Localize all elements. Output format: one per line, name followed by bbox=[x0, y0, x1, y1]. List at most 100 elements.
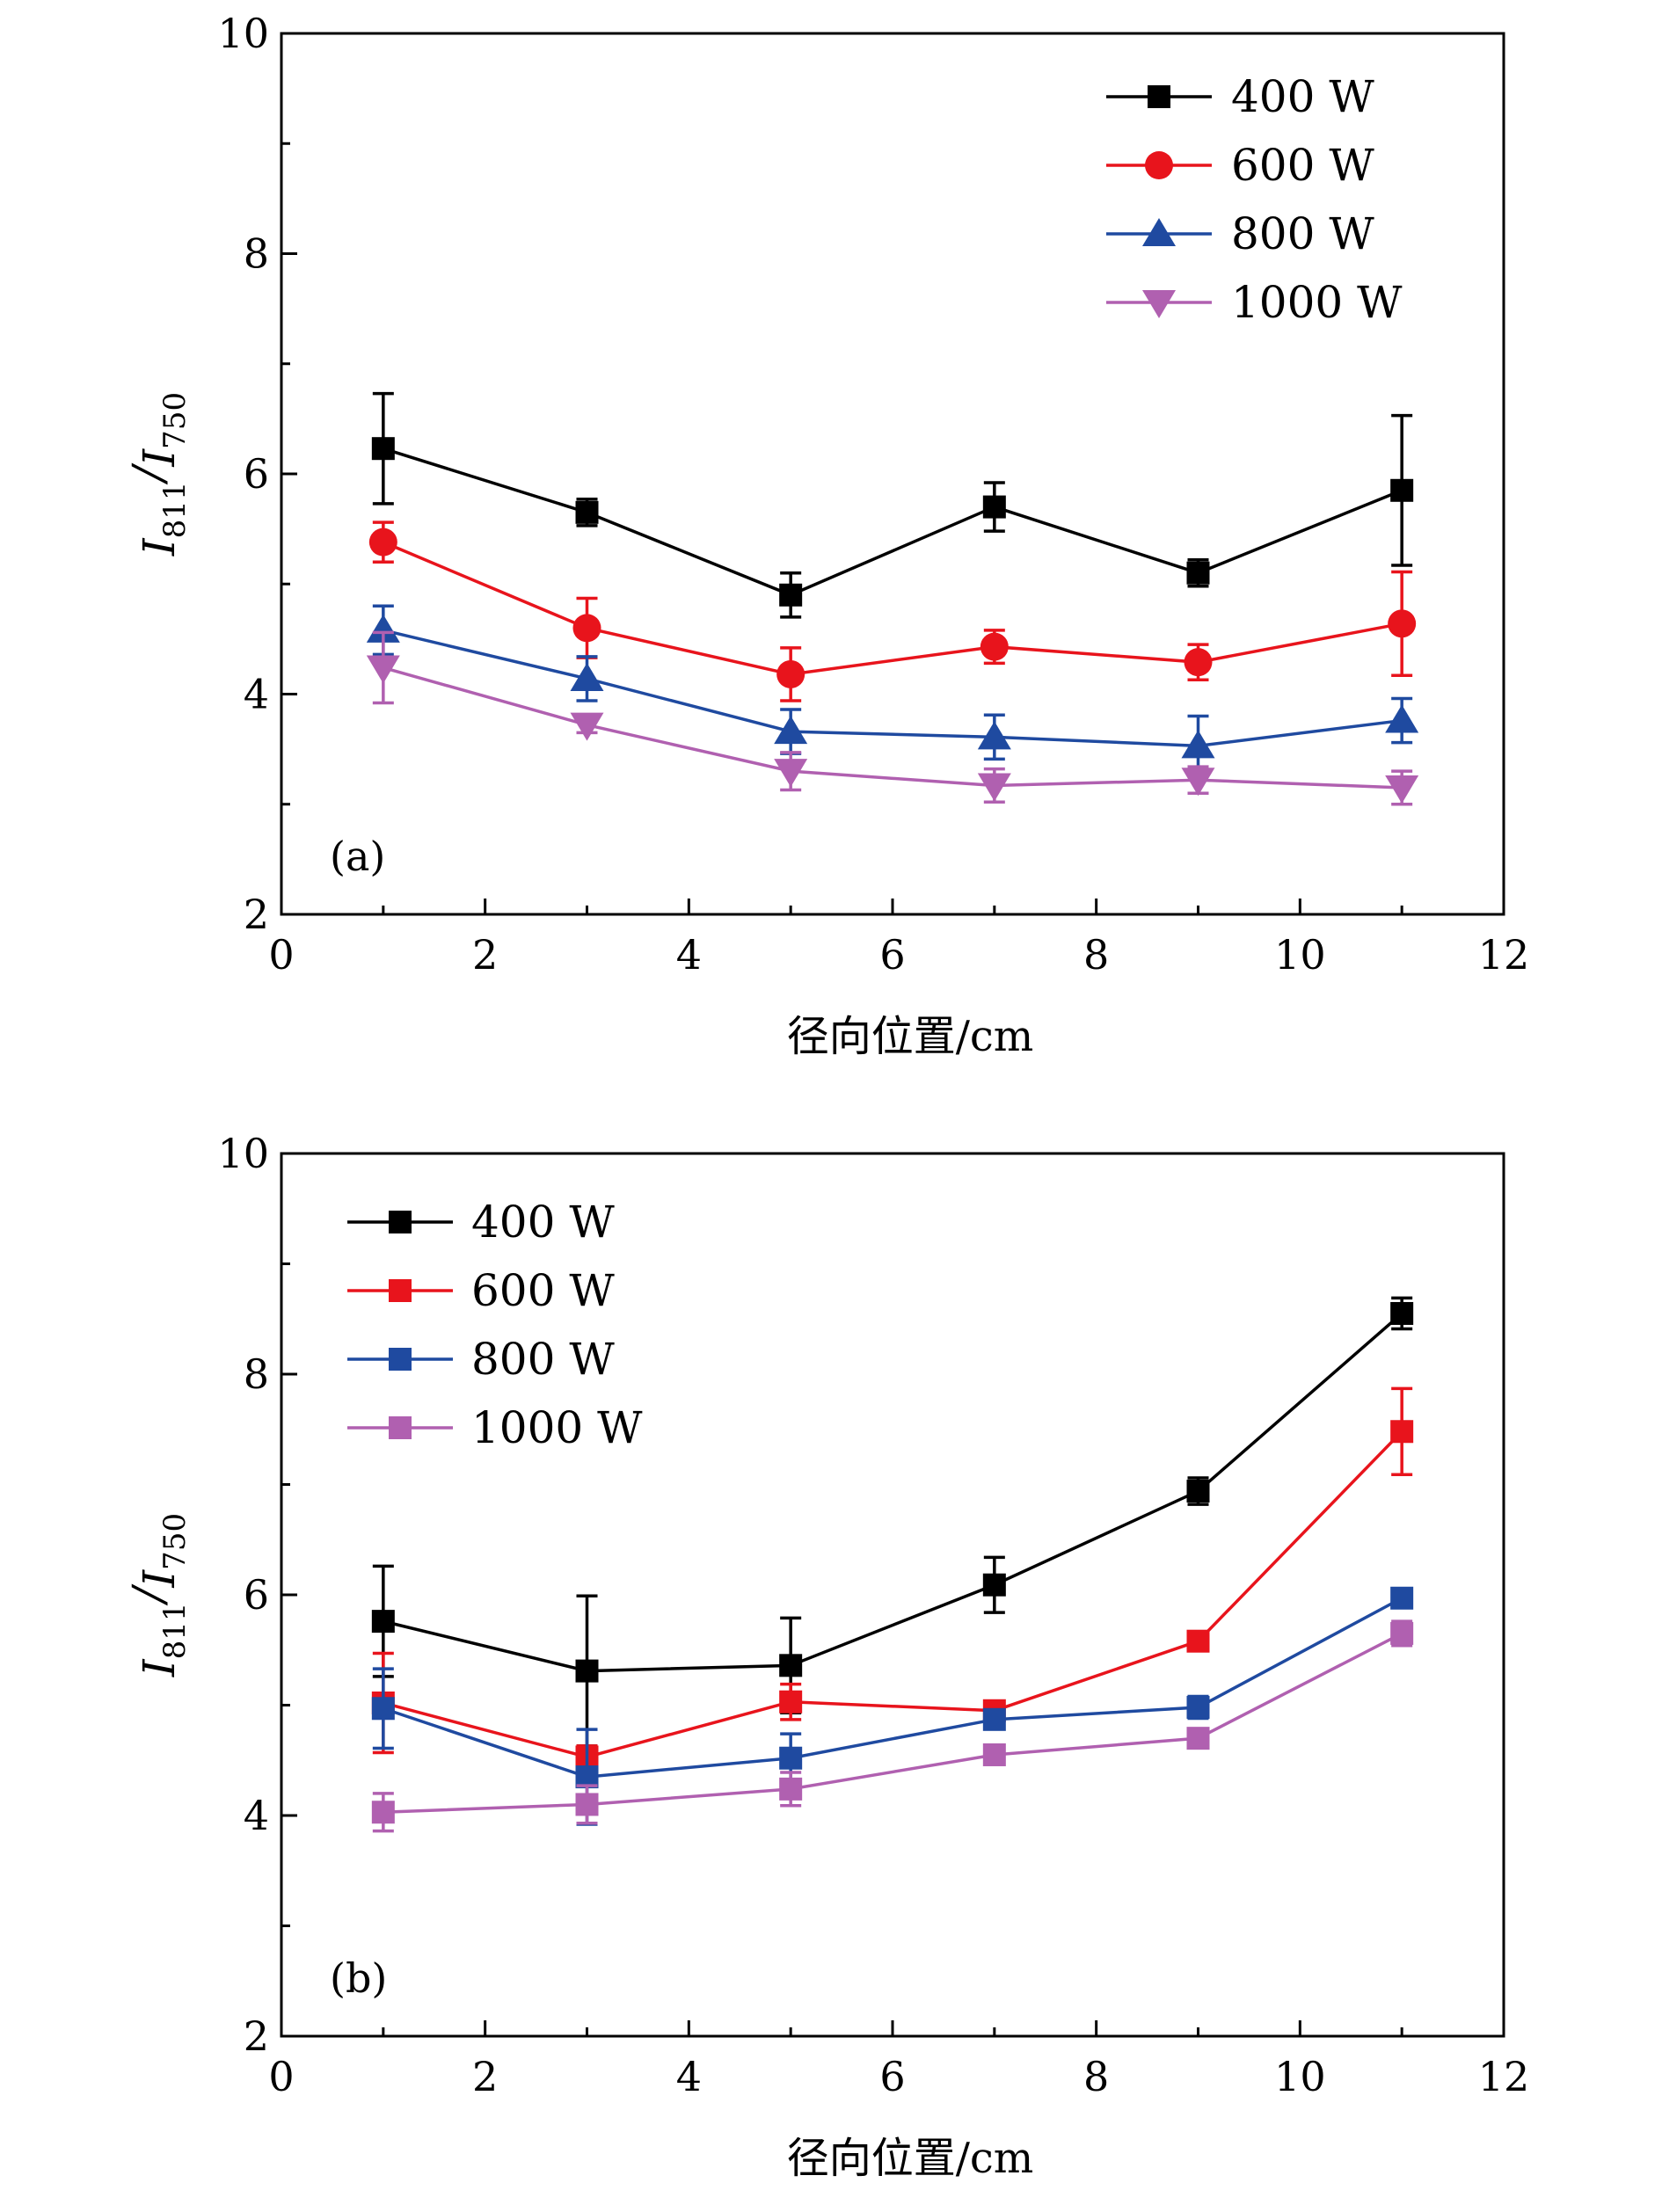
x-axis-title: 径向位置/cm bbox=[787, 2134, 1034, 2183]
data-point bbox=[1184, 648, 1213, 677]
x-tick-label: 8 bbox=[1083, 931, 1109, 979]
legend: 400 W 600 W 800 W 1000 W bbox=[1106, 71, 1403, 328]
series-line bbox=[383, 1632, 1403, 1814]
y-tick-label: 6 bbox=[244, 1571, 269, 1619]
legend-label: 400 W bbox=[1231, 71, 1374, 122]
data-point bbox=[371, 1697, 395, 1721]
data-point bbox=[774, 716, 808, 745]
y-tick-label: 8 bbox=[244, 1350, 269, 1398]
data-point bbox=[1388, 609, 1417, 638]
data-point bbox=[977, 773, 1011, 802]
data-point bbox=[371, 1610, 395, 1634]
x-tick-label: 12 bbox=[1478, 931, 1530, 979]
legend-marker bbox=[1142, 218, 1176, 246]
plot-frame bbox=[280, 1152, 1505, 2038]
legend-label: 600 W bbox=[1231, 140, 1374, 191]
x-tick-label: 6 bbox=[879, 2053, 905, 2100]
legend-marker bbox=[389, 1416, 412, 1439]
data-point bbox=[570, 662, 604, 691]
data-point bbox=[977, 721, 1011, 750]
legend-marker bbox=[1145, 151, 1173, 179]
x-tick-label: 4 bbox=[676, 931, 702, 979]
series-600w bbox=[371, 1386, 1414, 1770]
series-line bbox=[383, 1597, 1403, 1779]
legend-label: 600 W bbox=[471, 1265, 615, 1316]
y-tick-label: 4 bbox=[244, 1792, 269, 1839]
legend: 400 W 600 W 800 W 1000 W bbox=[347, 1197, 643, 1453]
y-tick-label: 8 bbox=[244, 230, 269, 278]
series-800w bbox=[366, 604, 1419, 777]
x-tick-label: 10 bbox=[1274, 2053, 1326, 2100]
series-line bbox=[383, 541, 1403, 676]
data-point bbox=[371, 1801, 395, 1824]
series-1000w bbox=[371, 1619, 1414, 1833]
data-point bbox=[366, 655, 400, 684]
legend-label: 400 W bbox=[471, 1197, 615, 1248]
legend-label: 800 W bbox=[471, 1334, 615, 1385]
x-axis-title: 径向位置/cm bbox=[787, 1012, 1034, 1061]
x-tick-label: 2 bbox=[472, 2053, 498, 2100]
series-line bbox=[383, 1312, 1403, 1673]
data-point bbox=[1390, 1420, 1414, 1444]
y-tick-label: 2 bbox=[244, 2012, 269, 2060]
y-tick-label: 10 bbox=[217, 1130, 269, 1177]
series-line bbox=[383, 1430, 1403, 1759]
legend-marker bbox=[389, 1211, 412, 1233]
data-point bbox=[575, 1793, 599, 1816]
series-400w bbox=[371, 1296, 1414, 1748]
data-point bbox=[1385, 775, 1419, 804]
data-point bbox=[982, 1743, 1006, 1766]
y-tick-label: 2 bbox=[244, 891, 269, 938]
data-point bbox=[1181, 768, 1215, 797]
data-point bbox=[779, 1777, 803, 1801]
legend-marker bbox=[1142, 290, 1176, 318]
y-tick-label: 10 bbox=[217, 10, 269, 57]
panel-label: (b) bbox=[330, 1954, 387, 2002]
x-tick-label: 0 bbox=[268, 2053, 294, 2100]
data-point bbox=[779, 1746, 803, 1770]
legend-marker bbox=[389, 1348, 412, 1371]
data-point bbox=[1390, 1621, 1414, 1645]
series-line bbox=[383, 666, 1403, 789]
data-point bbox=[570, 712, 604, 741]
y-axis-title: I811/I750 bbox=[123, 1513, 193, 1677]
data-point bbox=[1186, 1727, 1210, 1750]
data-point bbox=[368, 528, 397, 557]
legend-label: 1000 W bbox=[471, 1402, 643, 1453]
data-point bbox=[1181, 730, 1215, 759]
y-axis-title: I811/I750 bbox=[123, 392, 193, 557]
series-1000w bbox=[366, 630, 1419, 806]
data-point bbox=[366, 614, 400, 643]
data-point bbox=[776, 659, 805, 688]
data-point bbox=[1186, 561, 1210, 585]
legend-marker bbox=[389, 1279, 412, 1302]
data-point bbox=[1385, 704, 1419, 733]
series-400w bbox=[371, 391, 1414, 619]
legend-label: 800 W bbox=[1231, 208, 1374, 259]
legend-label: 1000 W bbox=[1231, 277, 1403, 328]
data-point bbox=[1186, 1696, 1210, 1720]
x-tick-label: 6 bbox=[879, 931, 905, 979]
x-tick-label: 12 bbox=[1478, 2053, 1530, 2100]
data-point bbox=[575, 500, 599, 524]
data-point bbox=[1390, 1301, 1414, 1325]
legend-marker bbox=[1148, 85, 1170, 108]
data-point bbox=[982, 495, 1006, 519]
x-tick-label: 0 bbox=[268, 931, 294, 979]
series-line bbox=[383, 629, 1403, 748]
y-tick-label: 6 bbox=[244, 450, 269, 498]
data-point bbox=[774, 759, 808, 788]
data-point bbox=[1390, 1586, 1414, 1610]
data-point bbox=[1186, 1629, 1210, 1653]
data-point bbox=[982, 1573, 1006, 1597]
data-point bbox=[980, 632, 1009, 661]
data-point bbox=[982, 1707, 1006, 1731]
panel-label: (a) bbox=[330, 833, 385, 880]
data-point bbox=[779, 1654, 803, 1677]
data-point bbox=[1186, 1480, 1210, 1503]
x-tick-label: 10 bbox=[1274, 931, 1326, 979]
data-point bbox=[779, 1690, 803, 1714]
